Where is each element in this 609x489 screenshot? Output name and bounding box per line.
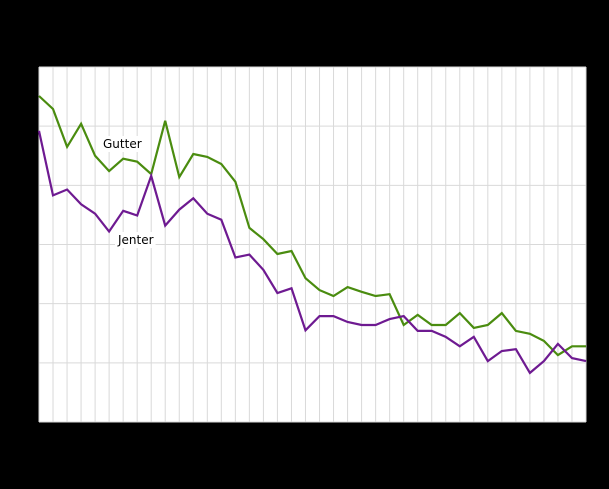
series-line-gutter	[38, 95, 586, 357]
series-labels: Gutter Jenter	[101, 136, 156, 248]
series-line-jenter	[37, 130, 587, 375]
series-label-jenter: Jenter	[117, 233, 154, 247]
series-label-background	[115, 232, 156, 248]
series-label-gutter: Gutter	[103, 137, 142, 151]
series-label-background	[101, 136, 144, 152]
series-lines	[37, 95, 587, 375]
